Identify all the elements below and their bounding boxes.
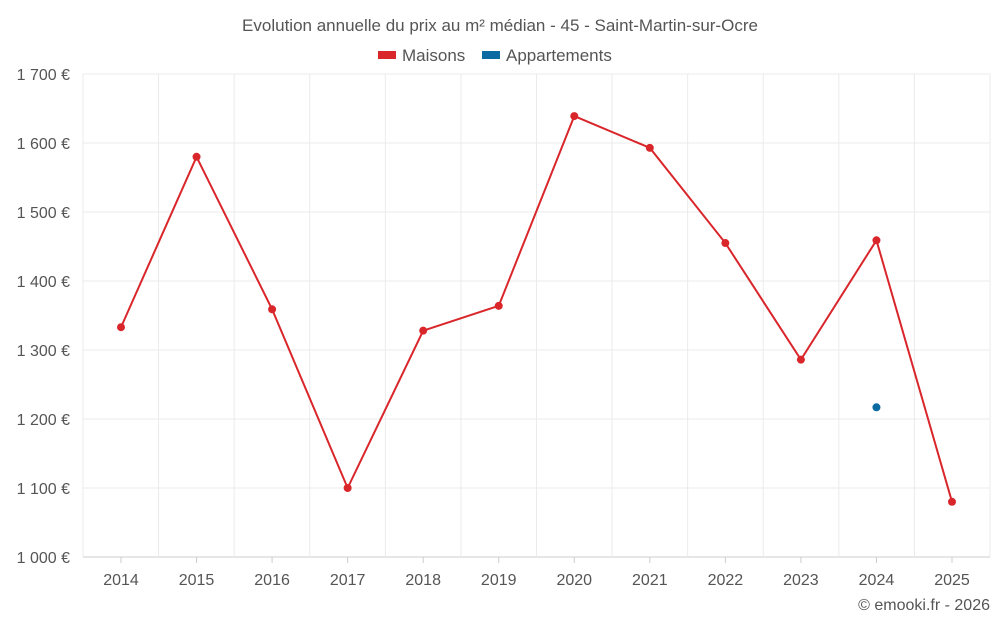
y-tick-label: 1 300 €	[17, 343, 70, 360]
x-tick-label: 2018	[405, 572, 441, 589]
y-tick-label: 1 400 €	[17, 274, 70, 291]
data-point-maisons	[645, 143, 654, 152]
x-tick-label: 2014	[103, 572, 139, 589]
x-tick-label: 2016	[254, 572, 290, 589]
y-tick-label: 1 200 €	[17, 412, 70, 429]
credit[interactable]: © emooki.fr - 2026	[858, 597, 990, 614]
legend-swatch	[378, 51, 396, 59]
data-point-maisons	[494, 301, 503, 310]
data-point-maisons	[117, 323, 125, 332]
data-point-maisons	[570, 112, 579, 121]
legend: Maisons Appartements	[378, 46, 612, 65]
data-point-maisons	[796, 355, 805, 364]
x-tick-label: 2021	[632, 572, 668, 589]
series-layer	[117, 112, 956, 506]
legend-label: Appartements	[506, 46, 612, 65]
data-point-maisons	[419, 326, 428, 335]
x-tick-label: 2019	[481, 572, 517, 589]
y-tick-label: 1 700 €	[17, 67, 70, 84]
x-tick-label: 2025	[934, 572, 970, 589]
legend-swatch	[482, 51, 500, 59]
x-tick-label: 2015	[179, 572, 215, 589]
x-tick-label: 2017	[330, 572, 366, 589]
x-axis: 2014 2015 2016 2017 2018 2019 2020 2021 2022 2023…	[103, 557, 970, 589]
y-tick-label: 1 500 €	[17, 205, 70, 222]
data-point-appartements	[872, 403, 881, 412]
legend-item-appartements[interactable]: Appartements	[482, 46, 612, 65]
grid	[82, 73, 991, 558]
y-tick-label: 1 600 €	[17, 136, 70, 153]
data-point-maisons	[343, 484, 352, 492]
x-tick-label: 2022	[708, 572, 744, 589]
x-tick-label: 2020	[556, 572, 592, 589]
y-axis: 1 000 € 1 100 € 1 200 € 1 300 € 1 400 € 1 500…	[17, 67, 70, 567]
y-tick-label: 1 100 €	[17, 481, 70, 498]
data-point-maisons	[268, 305, 277, 314]
chart-title: Evolution annuelle du prix au m² médian …	[242, 16, 758, 35]
legend-item-maisons[interactable]: Maisons	[378, 46, 465, 65]
legend-label: Maisons	[402, 46, 465, 65]
data-point-maisons	[192, 152, 201, 161]
y-tick-label: 1 000 €	[17, 550, 70, 567]
data-point-maisons	[872, 236, 881, 245]
data-point-maisons	[948, 497, 956, 506]
series-line-maisons	[120, 114, 953, 503]
data-point-maisons	[721, 239, 730, 248]
x-tick-label: 2024	[859, 572, 895, 589]
x-tick-label: 2023	[783, 572, 819, 589]
